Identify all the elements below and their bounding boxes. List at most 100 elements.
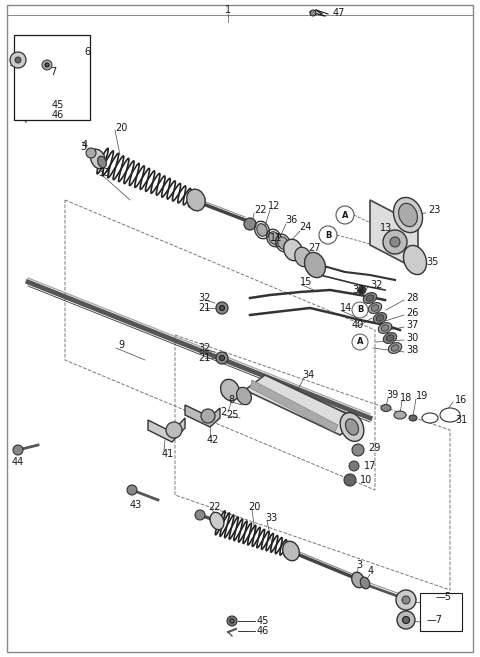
Bar (420, 593, 462, 631)
Circle shape (227, 616, 237, 626)
Text: 1: 1 (225, 5, 231, 15)
Text: 23: 23 (428, 205, 440, 215)
Polygon shape (370, 200, 418, 270)
Text: B: B (357, 306, 363, 315)
Text: 7: 7 (50, 67, 56, 77)
Text: 31: 31 (455, 415, 467, 425)
Text: 27: 27 (308, 243, 321, 253)
Circle shape (397, 611, 415, 629)
Ellipse shape (221, 379, 240, 401)
Circle shape (383, 230, 407, 254)
Ellipse shape (257, 223, 267, 237)
Circle shape (13, 445, 23, 455)
Text: A: A (342, 210, 348, 219)
Circle shape (166, 422, 182, 438)
Ellipse shape (340, 413, 364, 442)
Text: B: B (325, 231, 331, 240)
Ellipse shape (384, 332, 396, 344)
Text: 21: 21 (198, 353, 210, 363)
Ellipse shape (269, 232, 279, 244)
Circle shape (403, 616, 409, 623)
Text: 14: 14 (340, 303, 352, 313)
Circle shape (244, 218, 256, 230)
Polygon shape (185, 405, 220, 427)
Text: 13: 13 (380, 223, 392, 233)
Text: 9: 9 (118, 340, 124, 350)
Text: 32: 32 (352, 285, 364, 295)
Circle shape (402, 596, 410, 604)
Text: 43: 43 (130, 500, 142, 510)
Circle shape (356, 447, 360, 453)
Circle shape (390, 237, 400, 247)
Text: A: A (357, 338, 363, 346)
Text: 40: 40 (352, 320, 364, 330)
Ellipse shape (237, 388, 252, 405)
Text: 45: 45 (52, 100, 64, 110)
Circle shape (352, 334, 368, 350)
Text: 16: 16 (455, 395, 467, 405)
Polygon shape (148, 418, 185, 442)
Text: 29: 29 (368, 443, 380, 453)
Ellipse shape (376, 315, 384, 321)
Text: 2: 2 (220, 407, 226, 417)
Ellipse shape (360, 578, 370, 589)
Text: 38: 38 (406, 345, 418, 355)
Text: 34: 34 (302, 370, 314, 380)
Text: 37: 37 (406, 320, 419, 330)
Circle shape (352, 302, 368, 318)
Circle shape (219, 306, 225, 311)
Circle shape (344, 474, 356, 486)
Text: 39: 39 (386, 390, 398, 400)
Polygon shape (245, 375, 360, 435)
Circle shape (352, 444, 364, 456)
Text: 26: 26 (406, 308, 419, 318)
Text: 6: 6 (84, 47, 90, 57)
Ellipse shape (404, 246, 427, 275)
Circle shape (86, 148, 96, 158)
Text: 46: 46 (52, 110, 64, 120)
Ellipse shape (363, 292, 377, 304)
Text: 21: 21 (198, 303, 210, 313)
Ellipse shape (368, 303, 382, 313)
Ellipse shape (386, 335, 394, 341)
Text: —7: —7 (427, 615, 443, 625)
Ellipse shape (371, 305, 379, 311)
Text: 8: 8 (228, 395, 234, 405)
Text: 44: 44 (12, 457, 24, 467)
Text: 41: 41 (162, 449, 174, 459)
Bar (14, 35, 90, 120)
Ellipse shape (378, 323, 392, 333)
Ellipse shape (394, 411, 406, 419)
Circle shape (127, 485, 137, 495)
Text: 18: 18 (400, 393, 412, 403)
Circle shape (195, 510, 205, 520)
Text: 35: 35 (426, 257, 438, 267)
Text: 25: 25 (226, 410, 239, 420)
Ellipse shape (304, 252, 325, 278)
Text: 42: 42 (207, 435, 219, 445)
Text: 47: 47 (333, 8, 346, 18)
Circle shape (396, 590, 416, 610)
Circle shape (45, 63, 49, 67)
Text: 36: 36 (285, 215, 297, 225)
Circle shape (15, 57, 21, 63)
Ellipse shape (409, 415, 417, 421)
Circle shape (310, 10, 316, 16)
Ellipse shape (284, 239, 302, 261)
Text: 46: 46 (257, 626, 269, 636)
Circle shape (219, 355, 225, 361)
Text: 32: 32 (370, 280, 383, 290)
Ellipse shape (366, 295, 374, 301)
Ellipse shape (187, 189, 205, 211)
Text: 4: 4 (368, 566, 374, 576)
Text: 32: 32 (198, 343, 210, 353)
Circle shape (216, 352, 228, 364)
Ellipse shape (346, 419, 359, 435)
Text: 22: 22 (208, 502, 220, 512)
Ellipse shape (98, 156, 106, 168)
Text: 45: 45 (257, 616, 269, 626)
Text: 28: 28 (406, 293, 419, 303)
Ellipse shape (394, 197, 422, 233)
Circle shape (319, 226, 337, 244)
Ellipse shape (398, 203, 418, 227)
